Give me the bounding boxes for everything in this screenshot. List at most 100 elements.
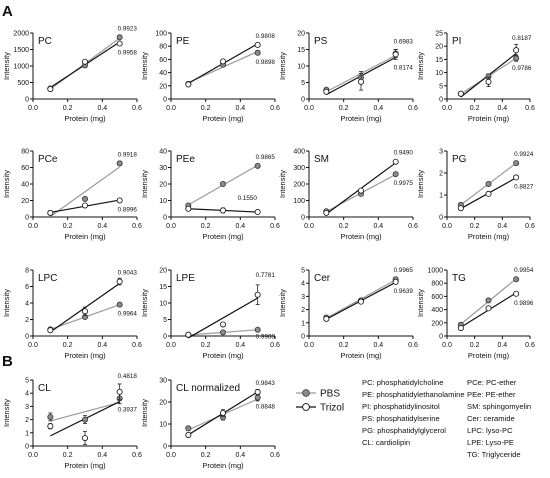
- y-tick-label: 40: [21, 182, 29, 189]
- x-tick-label: 0.6: [525, 342, 535, 349]
- y-tick-label: 10: [297, 64, 305, 71]
- data-point-trizol: [47, 423, 54, 430]
- y-tick-label: 60: [21, 165, 29, 172]
- r2-label-pbs: 0.9918: [118, 151, 138, 158]
- chart-title: LPC: [38, 273, 57, 284]
- data-point-trizol: [82, 308, 89, 315]
- chart-tg: 0.0 0.2 0.4 0.6 0 200 400 600 800 1000 Protein (mg…: [416, 267, 535, 360]
- x-tick-label: 0.0: [442, 223, 452, 230]
- r2-label-trizol: 0.1550: [238, 195, 258, 202]
- data-point-trizol: [116, 197, 123, 204]
- data-point-trizol: [185, 81, 192, 88]
- chart-title: SM: [314, 154, 329, 165]
- y-tick-label: 0: [25, 444, 29, 451]
- r2-label-trizol: 0.8187: [512, 35, 532, 42]
- y-tick-label: 0: [163, 444, 167, 451]
- y-tick-label: 2: [25, 317, 29, 324]
- data-point-pbs: [254, 394, 261, 401]
- panel-letter-b: B: [2, 353, 13, 370]
- y-tick-label: 2: [439, 171, 443, 178]
- chart-title: PG: [452, 154, 467, 165]
- data-point-trizol: [254, 209, 261, 216]
- x-tick-label: 0.0: [166, 105, 176, 112]
- legend-marker-pbs: [302, 389, 310, 397]
- y-tick-label: 1: [439, 193, 443, 200]
- data-point-pbs: [513, 160, 520, 167]
- r2-label-pbs: 0.9924: [514, 151, 534, 158]
- data-point-trizol: [323, 209, 330, 216]
- y-tick-label: 60: [159, 57, 167, 64]
- x-tick-label: 0.4: [235, 223, 245, 230]
- x-tick-label: 0.0: [442, 342, 452, 349]
- x-tick-label: 0.2: [63, 342, 73, 349]
- chart-cer: 0.0 0.2 0.4 0.6 0 1 2 3 4 5 Protein (mg) Intensity C…: [278, 267, 418, 360]
- r2-label-pbs: 0.9975: [394, 180, 414, 187]
- y-tick-label: 80: [21, 149, 29, 156]
- y-tick-label: 0: [163, 334, 167, 341]
- x-tick-label: 0.4: [373, 223, 383, 230]
- r2-label-trizol: 0.9958: [118, 50, 138, 57]
- data-point-trizol: [513, 174, 520, 181]
- legend-item-trizol: Trizol: [296, 403, 344, 414]
- y-tick-label: 4: [25, 301, 29, 308]
- r2-label-pbs: 0.3937: [118, 406, 138, 413]
- y-tick-label: 3: [25, 404, 29, 411]
- data-point-trizol: [513, 290, 520, 297]
- x-tick-label: 0.2: [470, 342, 480, 349]
- data-point-trizol: [116, 388, 123, 395]
- x-tick-label: 0.4: [497, 223, 507, 230]
- x-tick-label: 0.2: [470, 105, 480, 112]
- r2-label-pbs: 0.8174: [394, 64, 414, 71]
- r2-label-trizol: 0.9808: [256, 33, 276, 40]
- chart-title: LPE: [176, 273, 195, 284]
- x-tick-label: 0.0: [304, 223, 314, 230]
- fit-line-trizol: [188, 297, 258, 339]
- y-axis-title: Intensity: [140, 52, 149, 80]
- x-tick-label: 0.2: [201, 223, 211, 230]
- chart-pg: 0.0 0.2 0.4 0.6 0 1 2 3 Protein (mg) Intensity PG 0…: [416, 149, 535, 242]
- y-tick-label: 8: [25, 268, 29, 275]
- y-axis-title: Intensity: [278, 170, 287, 198]
- x-tick-label: 0.6: [270, 452, 280, 459]
- chart-pce: 0.0 0.2 0.4 0.6 0 20 40 60 80 Protein (mg) Intensi…: [2, 149, 142, 242]
- y-tick-label: 400: [293, 149, 305, 156]
- data-point-pbs: [47, 413, 54, 420]
- r2-label-trizol: 0.8996: [118, 207, 138, 214]
- y-tick-label: 20: [159, 182, 167, 189]
- data-point-trizol: [323, 88, 330, 95]
- data-point-trizol: [254, 41, 261, 48]
- x-axis-title: Protein (mg): [468, 114, 510, 123]
- y-tick-label: 600: [431, 294, 443, 301]
- x-tick-label: 0.0: [304, 105, 314, 112]
- legend-item-pbs: PBS: [296, 389, 340, 400]
- data-point-trizol: [185, 431, 192, 438]
- r2-label-trizol: 0.8827: [514, 183, 534, 190]
- data-point-trizol: [219, 207, 226, 214]
- data-point-trizol: [219, 409, 226, 416]
- x-axis-title: Protein (mg): [64, 114, 106, 123]
- y-axis-title: Intensity: [2, 289, 11, 317]
- chart-pe: 0.0 0.2 0.4 0.6 0 20 40 60 80 100 Protein (mg) Inte…: [140, 31, 280, 124]
- x-tick-label: 0.0: [28, 342, 38, 349]
- x-tick-label: 0.0: [28, 223, 38, 230]
- chart-lpe: 0.0 0.2 0.4 0.6 0 5 10 15 20 Protein (mg) Intensit…: [140, 268, 280, 361]
- y-axis-title: Intensity: [140, 289, 149, 317]
- y-tick-label: 0: [439, 97, 443, 104]
- x-tick-label: 0.4: [373, 342, 383, 349]
- data-point-pbs: [219, 329, 226, 336]
- y-tick-label: 4: [25, 391, 29, 398]
- data-point-trizol: [357, 298, 364, 305]
- abbr-pce: PCe: PC-ether: [467, 378, 517, 387]
- x-tick-label: 0.6: [408, 342, 418, 349]
- x-tick-label: 0.4: [97, 223, 107, 230]
- data-point-pbs: [392, 171, 399, 178]
- y-tick-label: 15: [435, 57, 443, 64]
- x-axis-title: Protein (mg): [202, 114, 244, 123]
- y-tick-label: 200: [431, 320, 443, 327]
- y-tick-label: 0: [25, 97, 29, 104]
- x-tick-label: 0.2: [339, 223, 349, 230]
- x-tick-label: 0.6: [132, 223, 142, 230]
- y-tick-label: 40: [159, 70, 167, 77]
